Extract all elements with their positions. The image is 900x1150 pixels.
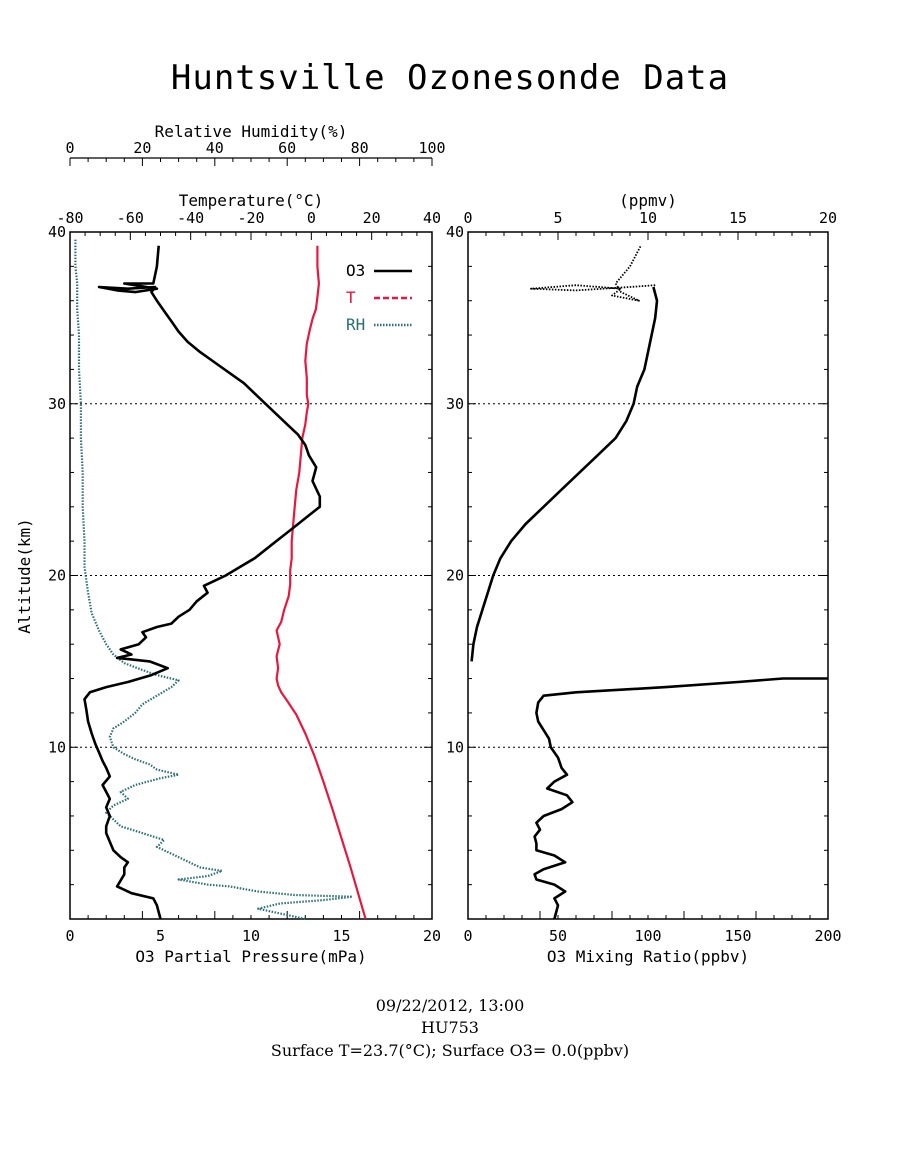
t-series-line xyxy=(275,245,367,920)
y-tick-label: 40 xyxy=(446,223,464,241)
top-tick-label: 100 xyxy=(418,139,445,157)
ppmv-tick-label: 0 xyxy=(463,209,472,227)
temperature-axis-label: Temperature(°C) xyxy=(179,191,324,210)
x-tick-label: 200 xyxy=(814,927,841,945)
footer-surface: Surface T=23.7(°C); Surface O3= 0.0(ppbv… xyxy=(270,1041,630,1060)
y-tick-label: 20 xyxy=(48,567,66,585)
temp-tick-label: -60 xyxy=(117,209,144,227)
top-tick-label: 60 xyxy=(278,139,296,157)
x-tick-label: 0 xyxy=(463,927,472,945)
top-axis-label-rh: Relative Humidity(%) xyxy=(155,122,348,141)
y-tick-label: 10 xyxy=(48,738,66,756)
legend-label-o3: O3 xyxy=(346,261,365,280)
mixing-ratio-series-1 xyxy=(470,286,659,662)
temp-tick-label: 40 xyxy=(423,209,441,227)
temp-tick-label: 0 xyxy=(307,209,316,227)
chart-title: Huntsville Ozonesonde Data xyxy=(170,58,730,98)
x-axis-label: O3 Partial Pressure(mPa) xyxy=(135,947,366,966)
o3-series-line xyxy=(83,245,322,920)
y-axis-label: Altitude(km) xyxy=(15,518,34,634)
x-axis-label: O3 Mixing Ratio(ppbv) xyxy=(547,947,749,966)
x-tick-label: 0 xyxy=(65,927,74,945)
x-tick-label: 50 xyxy=(549,927,567,945)
ppmv-tick-label: 10 xyxy=(639,209,657,227)
mixing-ratio-series-0 xyxy=(533,677,828,920)
temp-tick-label: -40 xyxy=(177,209,204,227)
top-tick-label: 40 xyxy=(206,139,224,157)
rh-series-line xyxy=(74,238,354,921)
top-tick-label: 20 xyxy=(133,139,151,157)
x-tick-label: 100 xyxy=(634,927,661,945)
ppmv-axis-label: (ppmv) xyxy=(619,191,677,210)
x-tick-label: 15 xyxy=(332,927,350,945)
temp-tick-label: -20 xyxy=(237,209,264,227)
y-tick-label: 30 xyxy=(48,395,66,413)
x-tick-label: 20 xyxy=(423,927,441,945)
x-tick-label: 150 xyxy=(724,927,751,945)
footer-station: HU753 xyxy=(421,1018,479,1037)
y-tick-label: 30 xyxy=(446,395,464,413)
mixing-ratio-series-2 xyxy=(530,245,656,302)
ppmv-tick-label: 5 xyxy=(553,209,562,227)
y-tick-label: 10 xyxy=(446,738,464,756)
x-tick-label: 5 xyxy=(156,927,165,945)
footer-datetime: 09/22/2012, 13:00 xyxy=(375,996,525,1015)
y-tick-label: 40 xyxy=(48,223,66,241)
top-tick-label: 80 xyxy=(351,139,369,157)
legend-label-rh: RH xyxy=(346,315,365,334)
legend-label-t: T xyxy=(346,288,356,307)
ppmv-tick-label: 20 xyxy=(819,209,837,227)
ppmv-tick-label: 15 xyxy=(729,209,747,227)
x-tick-label: 10 xyxy=(242,927,260,945)
temp-tick-label: -80 xyxy=(56,209,83,227)
temp-tick-label: 20 xyxy=(363,209,381,227)
top-tick-label: 0 xyxy=(65,139,74,157)
y-tick-label: 20 xyxy=(446,567,464,585)
